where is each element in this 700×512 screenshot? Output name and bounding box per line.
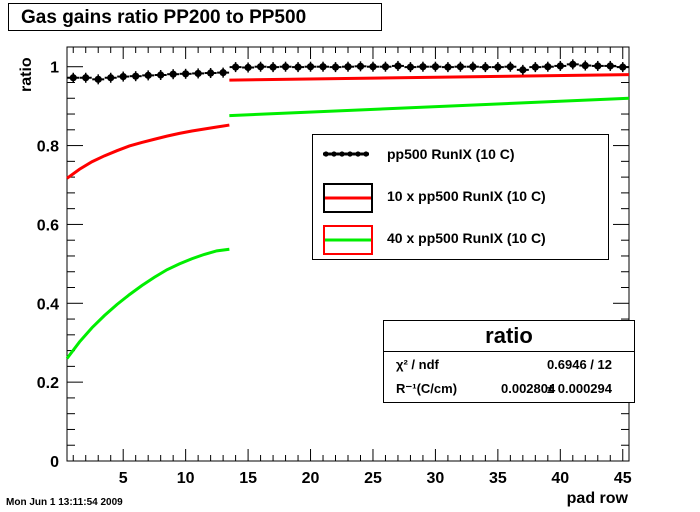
data-point (182, 70, 190, 78)
legend-label-pp500: pp500 RunIX (10 C) (387, 146, 515, 162)
data-point (506, 63, 514, 71)
data-point (244, 63, 252, 72)
x-tick-label: 20 (302, 470, 320, 487)
data-point (369, 63, 377, 71)
y-axis-label: ratio (18, 57, 35, 92)
series-line-green (229, 96, 630, 118)
x-tick-label: 35 (489, 470, 507, 487)
data-point (606, 62, 614, 70)
data-point (306, 63, 315, 71)
legend-swatch-40x (323, 225, 373, 255)
data-point (381, 63, 390, 71)
x-tick-label: 40 (551, 470, 569, 487)
data-point (107, 74, 115, 82)
stats-r-value: 0.002804 (501, 381, 556, 396)
x-tick-label: 45 (614, 470, 632, 487)
legend-marker (355, 151, 361, 157)
data-point (431, 63, 440, 71)
data-point (132, 72, 140, 80)
legend-swatch-graphic (323, 151, 369, 157)
stats-r-label: R⁻¹(C/cm) (396, 381, 458, 396)
data-point (144, 71, 152, 79)
data-point (319, 63, 327, 71)
data-point (444, 63, 452, 71)
stats-title: ratio (384, 321, 634, 352)
data-point (269, 63, 277, 71)
chart-title: Gas gains ratio PP200 to PP500 (8, 3, 382, 31)
series-group (65, 59, 630, 360)
axis-ticks: 00.20.40.60.815 10 15 20 25 30 35 40 45 (37, 47, 632, 487)
data-point (394, 62, 402, 70)
data-point (294, 63, 302, 71)
legend-marker (331, 151, 337, 157)
data-point (569, 60, 577, 68)
data-point (406, 63, 415, 71)
data-point (469, 63, 477, 71)
stats-chi2-label: χ² / ndf (396, 357, 439, 372)
data-point (69, 74, 77, 82)
x-axis-label: pad row (566, 490, 628, 507)
data-point (157, 71, 165, 79)
x-tick-label: 25 (364, 470, 382, 487)
legend-swatch-graphic (325, 238, 371, 242)
stats-box: ratio χ² / ndf 0.6946 / 12 R⁻¹(C/cm) 0.0… (383, 320, 635, 403)
data-point (594, 62, 602, 70)
data-point (544, 63, 552, 71)
legend-marker (347, 151, 353, 157)
datestamp: Mon Jun 1 13:11:54 2009 (6, 497, 123, 508)
legend-label-40x: 40 x pp500 RunIX (10 C) (387, 230, 546, 246)
data-point (232, 63, 240, 71)
legend-entry-pp500: pp500 RunIX (10 C) (313, 137, 608, 177)
x-tick-label: 15 (239, 470, 257, 487)
data-point (419, 63, 427, 71)
data-point (531, 63, 539, 71)
legend-marker (339, 151, 345, 157)
x-tick-label: 10 (177, 470, 195, 487)
data-point (344, 63, 352, 71)
data-point (481, 63, 489, 71)
data-point (194, 69, 202, 78)
data-point (219, 69, 227, 77)
y-tick-label: 0.4 (37, 296, 59, 313)
legend-marker (323, 151, 329, 157)
data-point (494, 63, 502, 71)
legend-label-10x: 10 x pp500 RunIX (10 C) (387, 188, 546, 204)
legend-marker (363, 151, 369, 157)
y-tick-label: 0 (50, 454, 59, 471)
legend-swatch-10x (323, 183, 373, 213)
stats-r-error: ± 0.000294 (547, 381, 612, 396)
legend-entry-40x: 40 x pp500 RunIX (10 C) (313, 221, 608, 261)
series-line-red (66, 123, 230, 180)
legend-swatch-graphic (325, 196, 371, 200)
series-line-green (65, 247, 230, 360)
legend: pp500 RunIX (10 C) 10 x pp500 RunIX (10 … (312, 134, 609, 260)
data-point (519, 66, 527, 74)
data-point (331, 63, 340, 71)
y-tick-label: 0.8 (37, 139, 59, 156)
data-point (356, 62, 365, 70)
y-tick-label: 0.6 (37, 217, 59, 234)
y-tick-label: 1 (50, 60, 59, 77)
legend-entry-10x: 10 x pp500 RunIX (10 C) (313, 179, 608, 219)
x-tick-label: 5 (119, 470, 128, 487)
data-point (281, 63, 290, 71)
y-tick-label: 0.2 (37, 375, 59, 392)
legend-swatch-pp500 (323, 141, 373, 171)
data-point (169, 70, 177, 78)
data-point (207, 69, 215, 77)
data-point (581, 61, 589, 70)
data-point (556, 62, 564, 70)
x-tick-label: 30 (427, 470, 445, 487)
data-point (619, 63, 627, 71)
data-point (94, 75, 102, 83)
series-line-red (229, 73, 630, 82)
data-point (82, 74, 90, 82)
data-point (456, 63, 464, 71)
stats-chi2-value: 0.6946 / 12 (546, 357, 612, 372)
data-point (256, 63, 265, 71)
data-point (119, 72, 127, 81)
